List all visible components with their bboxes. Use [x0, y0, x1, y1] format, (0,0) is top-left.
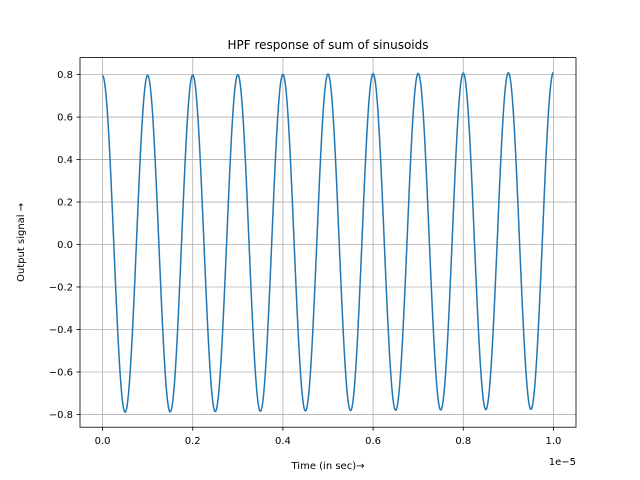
y-ticks: −0.8 −0.6 −0.4 −0.2 0.0 0.2 0.4 0.6 0.8	[49, 70, 80, 421]
x-tick-label: 0.0	[95, 436, 111, 447]
y-tick-label: 0.4	[57, 155, 73, 166]
x-tick-label: 0.6	[365, 436, 381, 447]
x-tick-label: 0.4	[275, 436, 291, 447]
x-tick-label: 1.0	[546, 436, 562, 447]
x-ticks: 0.0 0.2 0.4 0.6 0.8 1.0	[95, 427, 562, 447]
x-tick-label: 0.2	[185, 436, 201, 447]
grid	[80, 57, 576, 428]
y-tick-label: −0.8	[49, 410, 73, 421]
series-group	[102, 71, 554, 413]
series-line	[102, 71, 554, 413]
x-axis-label: Time (in sec)→	[291, 461, 365, 472]
y-tick-label: 0.0	[57, 240, 73, 251]
x-offset-text: 1e−5	[549, 457, 576, 468]
y-tick-label: 0.2	[57, 198, 73, 209]
x-tick-label: 0.8	[455, 436, 471, 447]
plot-frame	[79, 57, 577, 428]
y-tick-label: 0.8	[57, 70, 73, 81]
y-tick-label: −0.4	[49, 325, 73, 336]
y-tick-label: −0.6	[49, 368, 73, 379]
y-axis-label: Output signal →	[16, 203, 27, 282]
chart-title: HPF response of sum of sinusoids	[227, 38, 428, 52]
y-tick-label: 0.6	[57, 113, 73, 124]
y-tick-label: −0.2	[49, 283, 73, 294]
